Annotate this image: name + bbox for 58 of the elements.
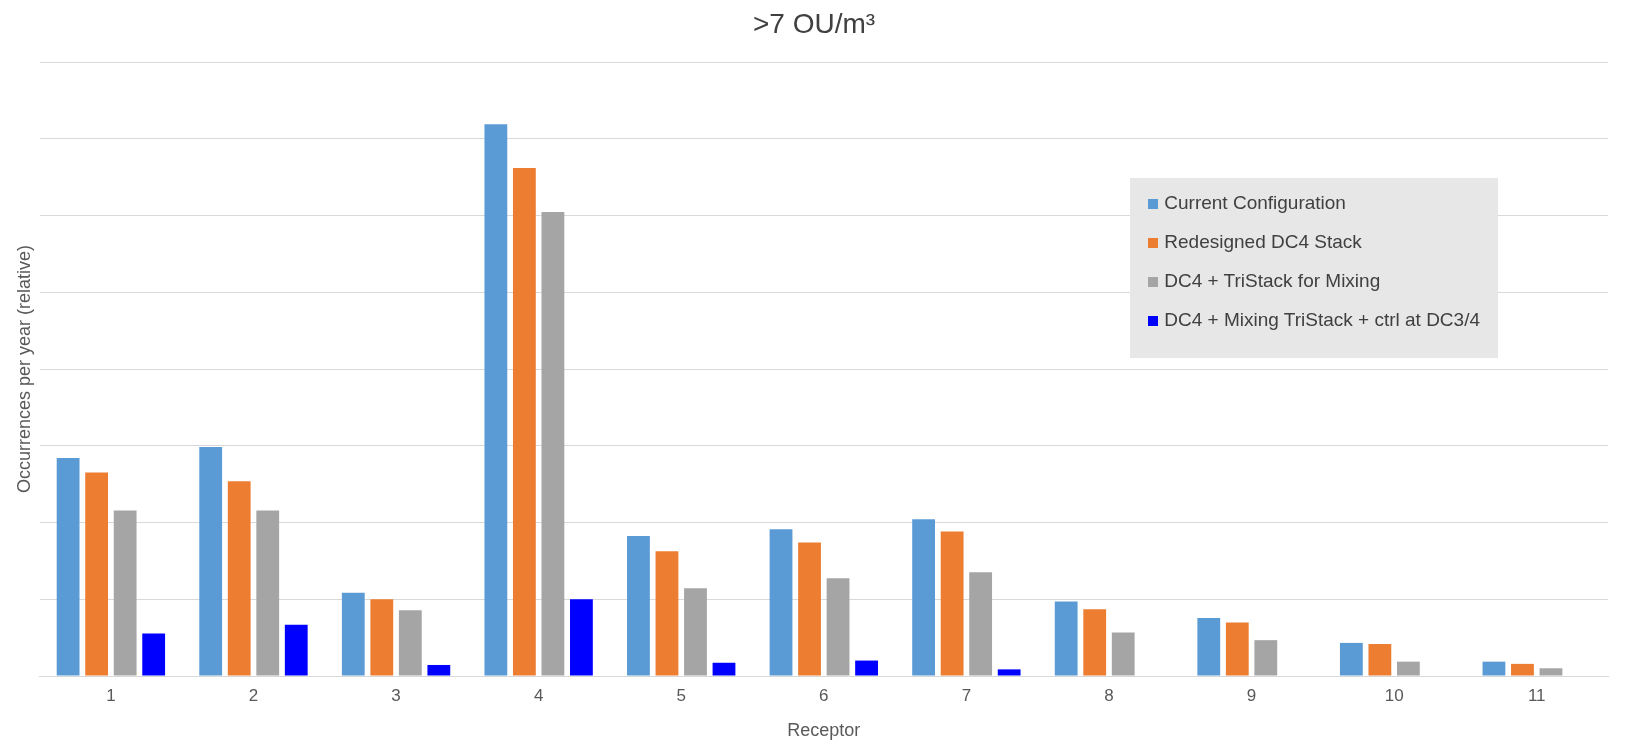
bar <box>427 664 451 676</box>
x-tick-label: 11 <box>1527 685 1546 705</box>
bar <box>684 588 707 676</box>
bar <box>541 212 565 676</box>
legend-label: DC4 + TriStack for Mixing <box>1163 270 1382 292</box>
legend-label: Redesigned DC4 Stack <box>1163 231 1363 253</box>
bar <box>570 599 593 676</box>
bar <box>1111 632 1135 676</box>
y-axis-title: Occurrences per year (relative) <box>13 244 34 494</box>
legend-label: Current Configuration <box>1163 192 1347 214</box>
bar <box>1368 644 1392 676</box>
x-tick-label: 9 <box>1246 685 1257 705</box>
bar <box>1225 622 1249 676</box>
x-tick-label: 7 <box>961 685 972 705</box>
bar <box>113 510 137 676</box>
bar <box>997 669 1021 676</box>
bar <box>512 167 536 676</box>
bar <box>341 592 365 676</box>
bar <box>56 458 80 676</box>
bar <box>1054 601 1078 676</box>
bar <box>484 124 508 676</box>
bar <box>1396 661 1420 676</box>
bar <box>199 447 223 676</box>
chart-title: >7 OU/m³ <box>751 8 877 40</box>
bar <box>1254 640 1278 676</box>
bar <box>627 535 650 676</box>
x-tick-label: 8 <box>1104 685 1114 705</box>
bar <box>1539 668 1563 676</box>
bar <box>1339 642 1363 676</box>
bar <box>256 510 280 676</box>
bar <box>712 662 736 676</box>
bar <box>227 481 251 676</box>
x-tick-label: 2 <box>248 685 259 705</box>
x-tick-label: 6 <box>819 685 829 705</box>
x-tick-label: 3 <box>391 685 401 705</box>
bar <box>1197 618 1221 676</box>
bar <box>1083 609 1107 676</box>
bar <box>284 624 308 676</box>
bar <box>798 542 821 676</box>
bar <box>1511 663 1534 676</box>
x-axis-title: Receptor <box>787 720 861 741</box>
bar <box>1482 661 1506 676</box>
bar <box>85 472 109 676</box>
bar <box>398 610 422 676</box>
x-tick-label: 5 <box>676 685 686 705</box>
legend-label: DC4 + Mixing TriStack + ctrl at DC3/4 <box>1163 309 1480 331</box>
bar <box>769 529 793 676</box>
bar <box>940 531 964 676</box>
bar <box>655 551 679 676</box>
bar <box>370 599 394 676</box>
bar <box>912 519 936 676</box>
x-tick-label: 4 <box>533 685 544 705</box>
bar <box>855 660 878 676</box>
bar <box>826 578 850 676</box>
x-tick-label: 1 <box>106 685 116 705</box>
bar <box>969 572 993 676</box>
bar <box>142 633 166 676</box>
x-tick-label: 10 <box>1384 685 1404 705</box>
